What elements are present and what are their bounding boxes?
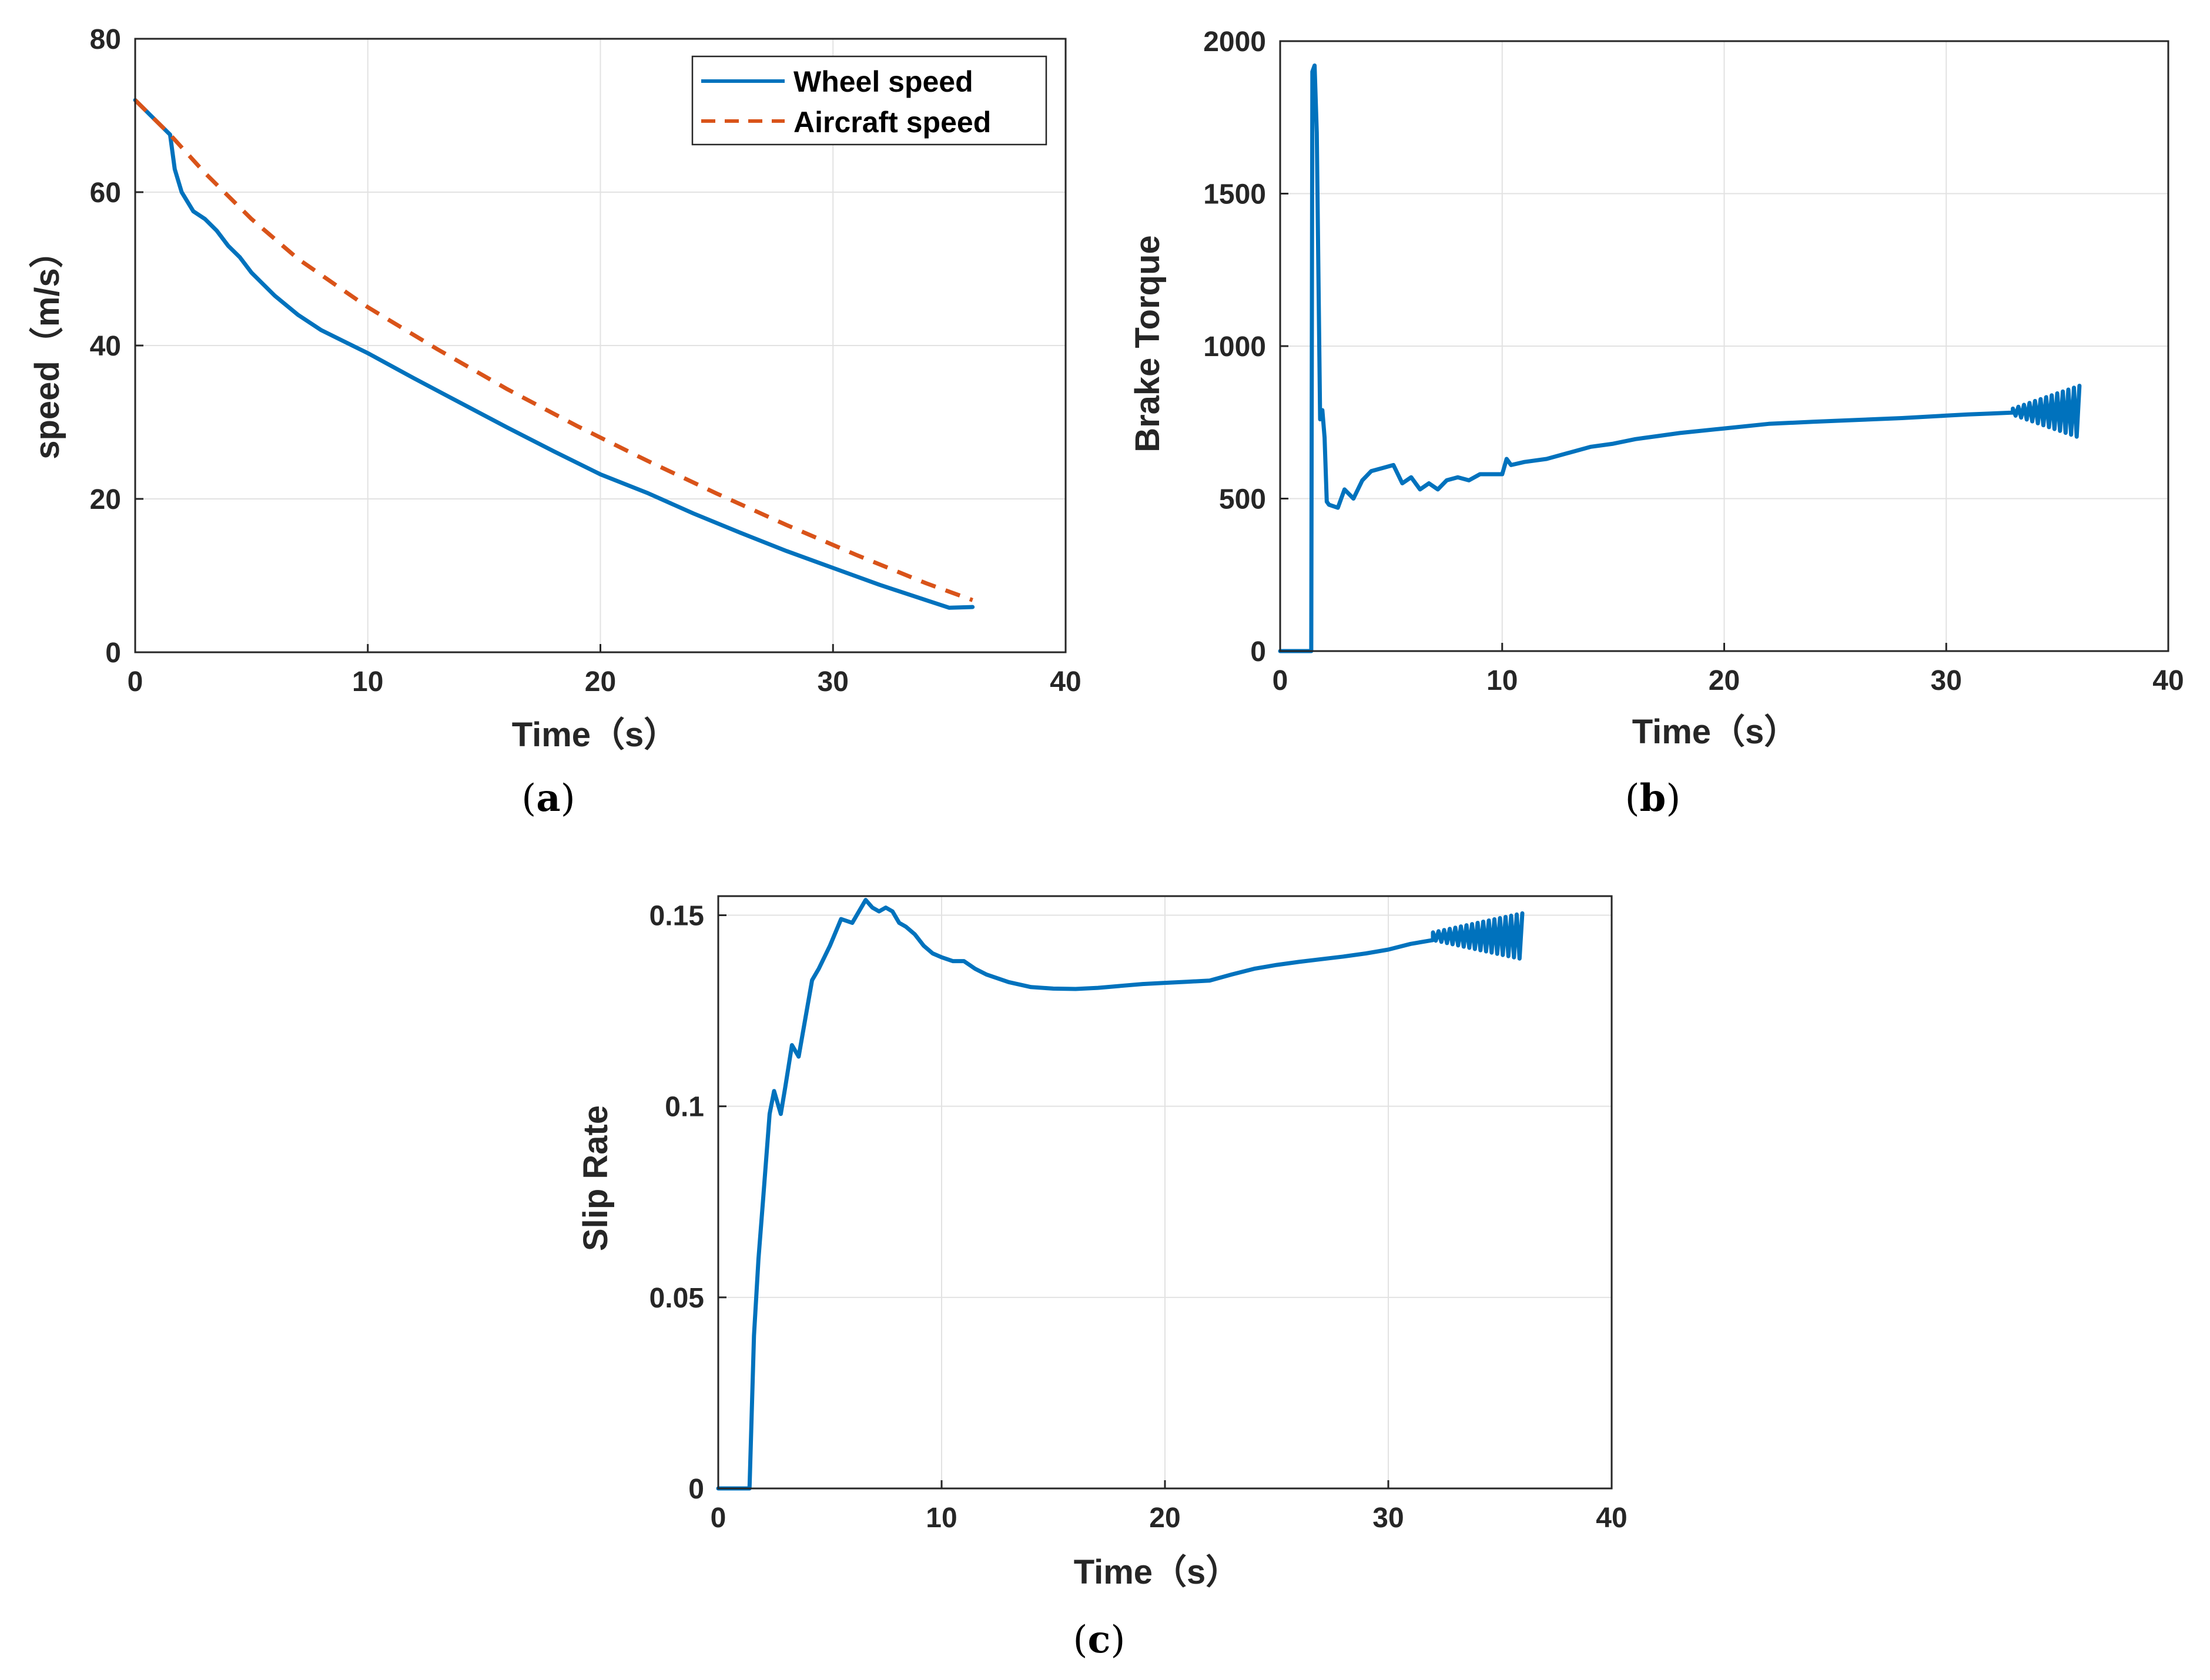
y-tick-label: 0: [688, 1474, 704, 1505]
y-tick-label: 40: [90, 331, 121, 362]
x-axis-label-b: Time（s）: [1632, 713, 1799, 751]
x-tick-label: 40: [2152, 665, 2184, 696]
legend: Wheel speed Aircraft speed: [691, 55, 1047, 146]
y-tick-label: 0: [105, 638, 121, 669]
y-tick-label: 0.1: [665, 1092, 704, 1123]
caption-c: (c): [1073, 1618, 1126, 1662]
series-line-slip-rate: [716, 898, 1525, 1491]
caption-b-letter: b: [1640, 776, 1666, 820]
series-line-aircraft-speed: [133, 98, 973, 602]
panel-b-brake-torque: 0 10 20 30 40 0 500 1000 1500 2000 Time（s） Brake …: [1129, 26, 2184, 820]
x-axis-label-c: Time（s）: [1074, 1553, 1240, 1591]
y-axis-label-a: speed（m/s）: [28, 234, 66, 460]
y-tick-label: 1500: [1203, 179, 1266, 210]
x-tick-label: 10: [926, 1503, 957, 1534]
x-tick-label: 30: [1931, 665, 1962, 696]
y-tick-label: 0: [1250, 636, 1266, 668]
x-tick-label: 20: [585, 666, 616, 698]
y-axis-label-c: Slip Rate: [577, 1105, 615, 1251]
x-tick-label: 0: [128, 666, 143, 698]
y-axis-label-b: Brake Torque: [1129, 235, 1167, 452]
x-tick-label: 40: [1596, 1503, 1627, 1534]
legend-label-wheel: Wheel speed: [793, 65, 973, 98]
caption-a: (a): [521, 776, 575, 820]
series-line-wheel-speed: [133, 98, 975, 610]
x-tick-label: 30: [818, 666, 849, 698]
legend-label-aircraft: Aircraft speed: [793, 106, 991, 139]
x-axis-label-a: Time（s）: [512, 716, 678, 754]
y-tick-label: 2000: [1203, 26, 1266, 58]
x-tick-label: 10: [1486, 665, 1518, 696]
y-tick-label: 0.15: [649, 901, 704, 932]
y-tick-label: 20: [90, 484, 121, 515]
caption-b: (b): [1625, 776, 1681, 820]
y-tick-label: 60: [90, 177, 121, 209]
x-tick-label: 20: [1149, 1503, 1180, 1534]
y-tick-label: 0.05: [649, 1283, 704, 1314]
x-tick-label: 40: [1050, 666, 1081, 698]
y-tick-label: 500: [1219, 484, 1266, 515]
series-line-brake-torque: [1278, 63, 2082, 653]
x-tick-label: 30: [1372, 1503, 1404, 1534]
legend-box: [691, 55, 1047, 146]
x-tick-label: 0: [711, 1503, 726, 1534]
x-tick-label: 10: [352, 666, 383, 698]
x-tick-label: 20: [1709, 665, 1740, 696]
y-tick-label: 80: [90, 24, 121, 55]
caption-a-letter: a: [536, 776, 560, 820]
x-tick-label: 0: [1273, 665, 1288, 696]
panel-a-speed: 0 10 20 30 40 0 20 40 60 80 Time（s） speed（m/s） Wh…: [28, 24, 1081, 820]
y-tick-label: 1000: [1203, 331, 1266, 363]
caption-c-letter: c: [1088, 1618, 1111, 1662]
